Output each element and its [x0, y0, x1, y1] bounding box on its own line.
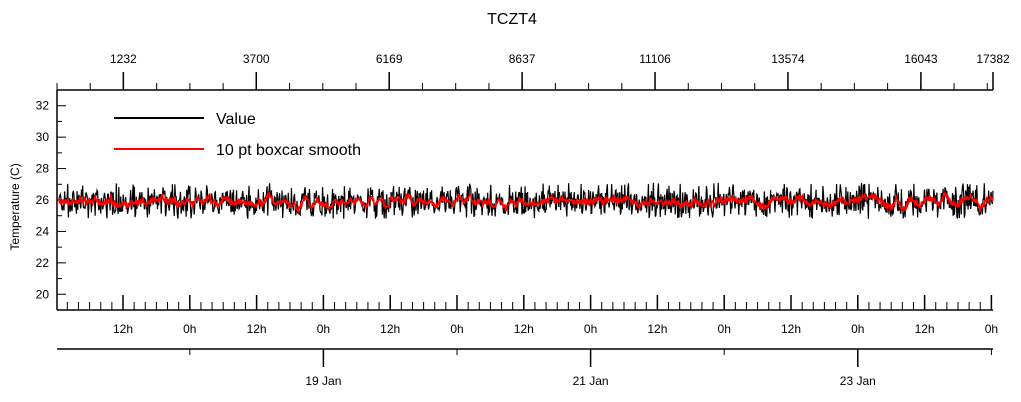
series-layer	[58, 182, 994, 219]
legend-label-smooth: 10 pt boxcar smooth	[216, 142, 361, 159]
legend-label-value: Value	[216, 111, 256, 128]
hour-tick-label: 12h	[113, 322, 133, 336]
y-axis: 20 22 24 26 28 30 32	[36, 89, 66, 311]
top-tick-label: 3700	[243, 52, 270, 66]
y-tick-label: 32	[36, 99, 50, 113]
hour-tick-label: 0h	[317, 322, 330, 336]
chart-title: TCZT4	[487, 11, 537, 28]
top-tick-label: 17382	[976, 52, 1010, 66]
y-axis-label: Temperature (C)	[8, 163, 22, 250]
top-tick-label: 8637	[509, 52, 536, 66]
top-tick-label: 6169	[376, 52, 403, 66]
y-tick-label: 30	[36, 130, 50, 144]
hour-tick-label: 0h	[851, 322, 864, 336]
top-tick-label: 16043	[904, 52, 938, 66]
y-tick-label: 28	[36, 162, 50, 176]
hour-tick-label: 12h	[380, 322, 400, 336]
hour-tick-label: 12h	[247, 322, 267, 336]
hour-tick-label: 0h	[985, 322, 998, 336]
date-tick-label: 21 Jan	[573, 374, 609, 388]
hour-tick-label: 0h	[450, 322, 463, 336]
y-tick-label: 24	[36, 224, 50, 238]
top-tick-label: 1232	[110, 52, 137, 66]
hour-tick-label: 0h	[584, 322, 597, 336]
series-line-smooth	[58, 191, 994, 214]
y-tick-label: 20	[36, 287, 50, 301]
hour-tick-label: 0h	[183, 322, 196, 336]
legend: Value 10 pt boxcar smooth	[114, 111, 361, 159]
top-tick-label: 13574	[771, 52, 805, 66]
date-tick-label: 23 Jan	[840, 374, 876, 388]
hour-tick-label: 12h	[781, 322, 801, 336]
date-axis: 19 Jan 21 Jan 23 Jan	[57, 348, 993, 388]
hour-tick-label: 12h	[514, 322, 534, 336]
hour-tick-label: 0h	[718, 322, 731, 336]
hour-tick-label: 12h	[647, 322, 667, 336]
hour-tick-label: 12h	[915, 322, 935, 336]
y-tick-label: 22	[36, 256, 50, 270]
top-tick-label: 11106	[639, 52, 671, 66]
y-tick-label: 26	[36, 193, 50, 207]
date-tick-label: 19 Jan	[305, 374, 341, 388]
bottom-axis: 12h 0h 12h 0h 12h 0h 12h 0h 12h 0h 12h 0h 12h 0h	[57, 295, 998, 336]
top-axis: 1232 3700 6169 8637 11106 13574 16043 17382	[56, 52, 1010, 91]
